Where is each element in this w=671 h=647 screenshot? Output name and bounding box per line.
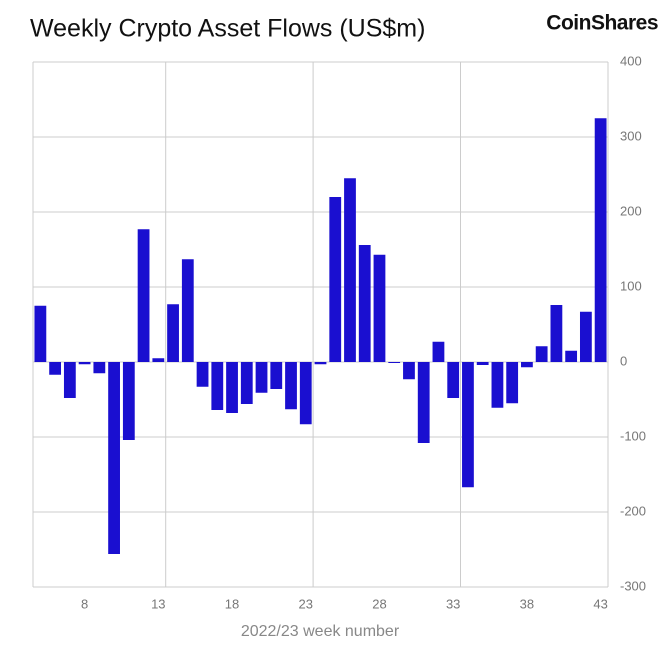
vertical-grid xyxy=(32,62,609,587)
bar xyxy=(196,362,209,387)
bar xyxy=(447,362,460,398)
bar xyxy=(403,362,415,380)
bar xyxy=(476,362,489,365)
bar xyxy=(255,362,268,393)
x-axis-label: 2022/23 week number xyxy=(241,623,400,640)
bar xyxy=(285,362,297,410)
y-tick-label: 400 xyxy=(620,53,642,68)
bar xyxy=(373,254,386,362)
bar xyxy=(535,346,548,362)
bar xyxy=(565,350,578,362)
bar xyxy=(167,304,179,362)
bar xyxy=(49,362,62,375)
bar xyxy=(226,362,238,413)
bar xyxy=(344,178,356,362)
bar xyxy=(122,362,135,440)
bar xyxy=(152,358,165,362)
bar xyxy=(211,362,224,410)
y-tick-label: 0 xyxy=(620,353,627,368)
brand-logo: CoinShares xyxy=(546,12,658,35)
y-tick-label: -300 xyxy=(620,578,646,593)
bar xyxy=(34,305,47,362)
bar xyxy=(506,362,519,404)
bar xyxy=(93,362,106,374)
bar xyxy=(299,362,312,425)
bar xyxy=(63,362,76,398)
bar xyxy=(594,118,607,362)
bar xyxy=(491,362,504,408)
x-tick-label: 38 xyxy=(520,596,534,611)
chart-title: Weekly Crypto Asset Flows (US$m) xyxy=(30,15,425,43)
bar xyxy=(137,229,150,362)
bar xyxy=(358,245,371,362)
bar xyxy=(550,305,563,362)
x-tick-label: 43 xyxy=(593,596,607,611)
bar xyxy=(240,362,253,404)
bar xyxy=(521,362,533,368)
y-tick-label: -100 xyxy=(620,428,646,443)
bar xyxy=(78,362,91,365)
bar xyxy=(432,341,445,362)
x-tick-label: 28 xyxy=(372,596,386,611)
y-tick-label: 200 xyxy=(620,203,642,218)
x-tick-label: 23 xyxy=(299,596,313,611)
bar xyxy=(181,259,194,362)
bar xyxy=(329,197,342,362)
x-tick-label: 8 xyxy=(81,596,88,611)
bar xyxy=(314,362,327,365)
bar xyxy=(417,362,430,443)
bar xyxy=(270,362,283,389)
y-tick-label: 100 xyxy=(620,278,642,293)
x-tick-label: 13 xyxy=(151,596,165,611)
y-tick-label: 300 xyxy=(620,128,642,143)
bar xyxy=(462,362,474,488)
bar xyxy=(108,362,120,554)
bar xyxy=(388,362,401,363)
x-tick-label: 33 xyxy=(446,596,460,611)
y-tick-label: -200 xyxy=(620,503,646,518)
x-tick-label: 18 xyxy=(225,596,239,611)
bar xyxy=(579,311,592,362)
